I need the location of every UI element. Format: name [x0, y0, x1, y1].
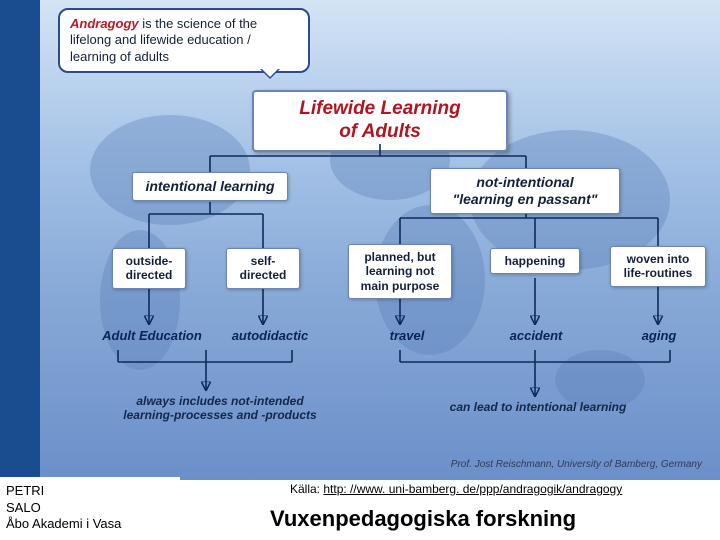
author-block: PETRI SALO Åbo Akademi i Vasa [0, 477, 180, 540]
leaf-woven: woven into life-routines [610, 246, 706, 287]
leaf-planned: planned, but learning not main purpose [348, 244, 452, 299]
author-l1: PETRI [6, 483, 172, 499]
diagram-area: Andragogy is the science of the lifelong… [40, 0, 720, 480]
branch-nint-l2: "learning en passant" [435, 191, 615, 208]
leaf-planned-l1: planned, but [353, 250, 447, 264]
branch-intentional: intentional learning [132, 172, 288, 201]
bottom-right-l1: can lead to intentional learning [408, 400, 668, 414]
bottom-note-right: can lead to intentional learning [408, 400, 668, 414]
source-line: Källa: http: //www. uni-bamberg. de/ppp/… [290, 482, 622, 496]
source-prefix: Källa: [290, 482, 323, 496]
leaf-planned-l3: main purpose [353, 279, 447, 293]
sub-aging: aging [624, 328, 694, 343]
leaf-planned-l2: learning not [353, 264, 447, 278]
leaf-happening-l1: happening [495, 254, 575, 268]
leaf-self: self- directed [226, 248, 300, 289]
author-l2: SALO [6, 500, 172, 516]
left-accent-bar [0, 0, 40, 480]
leaf-woven-l2: life-routines [615, 266, 701, 280]
leaf-woven-l1: woven into [615, 252, 701, 266]
source-url: http: //www. uni-bamberg. de/ppp/andrago… [323, 482, 622, 496]
leaf-self-l1: self- [231, 254, 295, 268]
leaf-outside: outside- directed [112, 248, 186, 289]
leaf-outside-l1: outside- [117, 254, 181, 268]
author-l3: Åbo Akademi i Vasa [6, 516, 172, 532]
leaf-outside-l2: directed [117, 268, 181, 282]
bottom-note-left: always includes not-intended learning-pr… [90, 394, 350, 422]
branch-not-intentional: not-intentional "learning en passant" [430, 168, 620, 214]
leaf-happening: happening [490, 248, 580, 274]
bottom-left-l2: learning-processes and -products [90, 408, 350, 422]
branch-intentional-label: intentional learning [145, 178, 274, 194]
sub-accident: accident [496, 328, 576, 343]
sub-adult-education: Adult Education [92, 328, 212, 343]
sub-travel: travel [372, 328, 442, 343]
leaf-self-l2: directed [231, 268, 295, 282]
diagram-credit: Prof. Jost Reischmann, University of Bam… [451, 459, 702, 470]
sub-autodidactic: autodidactic [220, 328, 320, 343]
branch-nint-l1: not-intentional [435, 174, 615, 191]
bottom-left-l1: always includes not-intended [90, 394, 350, 408]
footer-title: Vuxenpedagogiska forskning [270, 506, 576, 532]
footer: PETRI SALO Åbo Akademi i Vasa Källa: htt… [0, 480, 720, 540]
